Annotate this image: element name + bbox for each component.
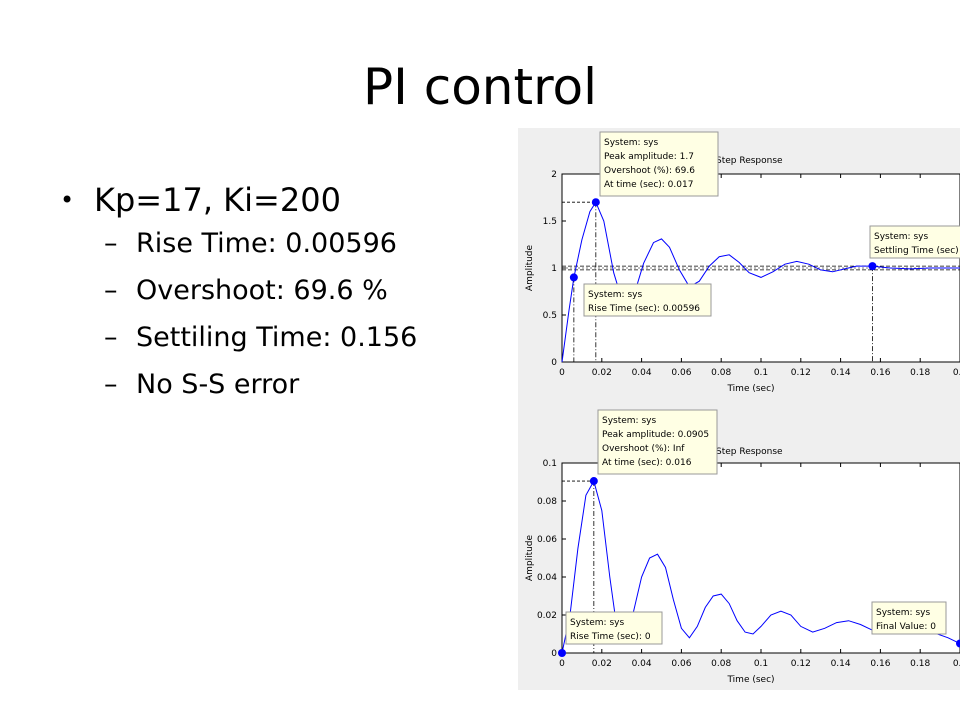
- y-tick-label: 0: [551, 358, 557, 368]
- datatip: System: sys Rise Time (sec): 0.00596: [583, 283, 712, 317]
- chart-2: 0 0.02 0.04 0.06 0.08 0.1 0.12 0.14 0.16 0.18 0.2 0…: [525, 409, 960, 685]
- y-tick-label: 0.04: [537, 573, 557, 583]
- bullet-dot-icon: •: [60, 186, 75, 214]
- y-axis-label: Amplitude: [525, 534, 535, 581]
- slide-title: PI control: [362, 58, 598, 116]
- x-tick-label: 0.14: [831, 659, 851, 669]
- x-tick-label: 0.06: [671, 368, 691, 378]
- y-tick-label: 0.08: [537, 497, 557, 507]
- sub-bullet-overshoot: – Overshoot: 69.6 %: [104, 275, 388, 306]
- x-axis-label: Time (sec): [726, 675, 774, 685]
- datatip-text: System: sys: [570, 618, 624, 628]
- x-tick-label: 0.2: [953, 368, 960, 378]
- data-marker: [558, 649, 566, 657]
- x-tick-label: 0.12: [791, 659, 811, 669]
- datatip: System: sys Rise Time (sec): 0: [565, 611, 663, 645]
- bullet-list: • Kp=17, Ki=200 – Rise Time: 0.00596 – Ove…: [60, 180, 417, 408]
- chart-title: Step Response: [716, 156, 783, 166]
- y-tick-label: 0.5: [543, 311, 557, 321]
- y-tick-label: 1.5: [543, 217, 557, 227]
- data-marker: [591, 198, 600, 207]
- datatip-text: Peak amplitude: 1.7: [604, 152, 694, 162]
- bullet-main-text: Kp=17, Ki=200: [94, 181, 341, 219]
- data-marker: [868, 262, 877, 271]
- data-marker: [589, 477, 598, 486]
- x-tick-label: 0.1: [754, 659, 768, 669]
- x-tick-label: 0.02: [592, 368, 612, 378]
- datatip: System: sys Peak amplitude: 0.0905 Oversho…: [597, 409, 718, 475]
- datatip-text: Peak amplitude: 0.0905: [602, 430, 709, 440]
- sub-bullet-rise: – Rise Time: 0.00596: [104, 228, 397, 259]
- datatip-box: [869, 225, 960, 259]
- datatip-text: System: sys: [874, 232, 928, 242]
- y-tick-label: 1: [551, 264, 557, 274]
- x-tick-label: 0: [559, 368, 565, 378]
- x-tick-label: 0.04: [632, 368, 652, 378]
- datatip-text: System: sys: [876, 608, 930, 618]
- x-tick-label: 0.18: [910, 659, 930, 669]
- datatip-text: At time (sec): 0.017: [604, 180, 693, 190]
- x-tick-label: 0.06: [671, 659, 691, 669]
- x-tick-label: 0.18: [910, 368, 930, 378]
- x-tick-label: 0.2: [953, 659, 960, 669]
- datatip-box: [597, 409, 718, 475]
- response-line: [561, 201, 960, 363]
- datatip-box: [583, 283, 712, 317]
- x-tick-label: 0.08: [711, 659, 731, 669]
- datatip-box: [565, 611, 663, 645]
- x-tick-label: 0.04: [632, 659, 652, 669]
- step-response-figure: 00.020.040.060.080.10.120.140.160.180.20…: [525, 131, 960, 685]
- x-tick-label: 0.14: [831, 368, 851, 378]
- x-tick-label: 0: [559, 659, 565, 669]
- bullet-main: • Kp=17, Ki=200: [60, 180, 417, 220]
- datatip: System: sys Peak amplitude: 1.7 Overshoot …: [599, 131, 719, 197]
- y-tick-label: 0: [551, 649, 557, 659]
- datatip-text: System: sys: [588, 290, 642, 300]
- datatip-text: Rise Time (sec): 0.00596: [588, 304, 700, 314]
- datatip-text: Overshoot (%): 69.6: [604, 166, 695, 176]
- x-tick-label: 0.1: [754, 368, 768, 378]
- sub-bullet-error: – No S-S error: [104, 369, 300, 400]
- datatip-text: Settling Time (sec): [874, 246, 959, 256]
- y-tick-label: 0.02: [537, 611, 557, 621]
- data-marker: [956, 639, 960, 648]
- data-marker: [569, 273, 578, 282]
- x-axis-label: Time (sec): [726, 384, 774, 394]
- datatip-text: Final Value: 0: [876, 622, 936, 632]
- y-tick-label: 0.06: [537, 535, 557, 545]
- datatip-text: Overshoot (%): Inf: [602, 444, 685, 454]
- datatip-text: At time (sec): 0.016: [602, 458, 692, 468]
- sub-bullet-settling: – Settiling Time: 0.156: [104, 322, 418, 353]
- y-tick-label: 2: [551, 170, 557, 180]
- matlab-figure: 00.020.040.060.080.10.120.140.160.180.20…: [518, 128, 960, 690]
- x-tick-label: 0.16: [870, 659, 890, 669]
- datatip: System: sys Final Value: 0: [871, 601, 947, 635]
- chart-title: Step Response: [716, 447, 783, 457]
- y-tick-label: 0.1: [543, 459, 557, 469]
- datatip-box: [871, 601, 947, 635]
- datatip-box: [599, 131, 719, 197]
- y-axis-label: Amplitude: [525, 244, 535, 291]
- x-tick-label: 0.02: [592, 659, 612, 669]
- datatip: System: sys Settling Time (sec): [869, 225, 960, 259]
- x-tick-label: 0.16: [870, 368, 890, 378]
- x-tick-label: 0.12: [791, 368, 811, 378]
- datatip-text: System: sys: [604, 138, 658, 148]
- chart-1: 0 0.02 0.04 0.06 0.08 0.1 0.12 0.14 0.16 0.18 0.2 0…: [525, 131, 960, 394]
- x-tick-label: 0.08: [711, 368, 731, 378]
- datatip-text: System: sys: [602, 416, 656, 426]
- datatip-text: Rise Time (sec): 0: [570, 632, 651, 642]
